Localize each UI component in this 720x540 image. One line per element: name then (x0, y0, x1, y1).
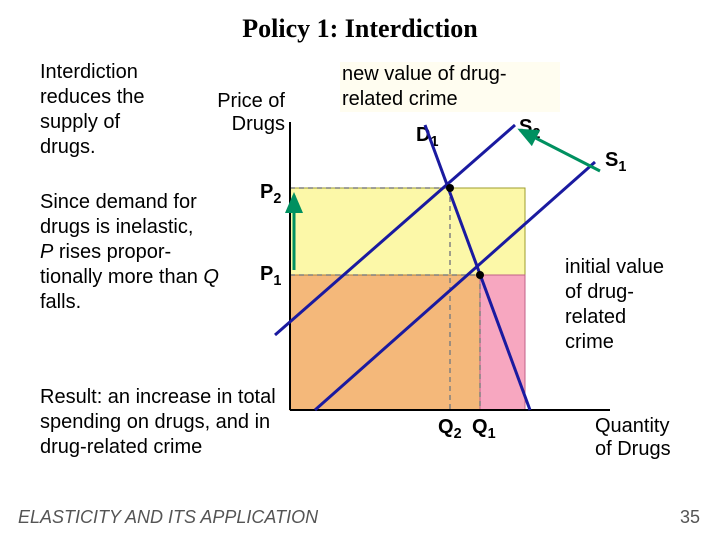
slide-title: Policy 1: Interdiction (0, 0, 720, 44)
chart-svg (270, 120, 630, 430)
para-3: Result: an increase in total spending on… (40, 385, 300, 460)
page-number: 35 (680, 507, 700, 528)
para-1: Interdictionreduces thesupply ofdrugs. (40, 60, 200, 160)
footer-text: ELASTICITY AND ITS APPLICATION (18, 507, 318, 528)
annotation-new-value: new value of drug-related crime (340, 62, 560, 112)
para-2: Since demand for drugs is inelastic,P ri… (40, 190, 220, 315)
